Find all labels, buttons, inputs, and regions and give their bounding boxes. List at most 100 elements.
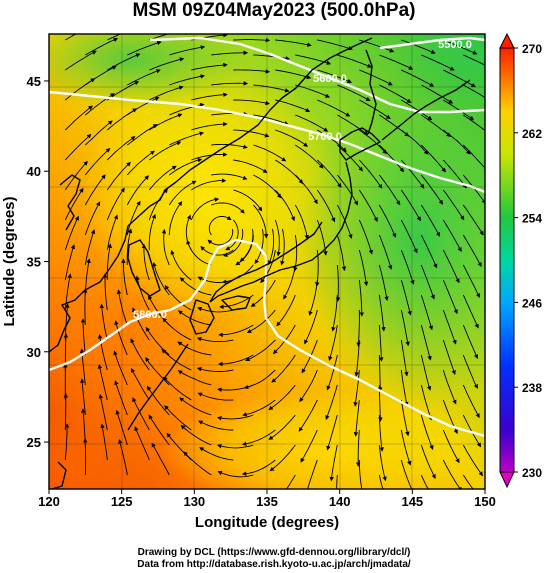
x-tick-label: 150	[474, 494, 496, 509]
streamline	[253, 54, 290, 61]
streamline	[462, 444, 484, 477]
streamline	[180, 425, 212, 446]
streamline	[317, 129, 347, 153]
streamline	[462, 324, 479, 360]
colorbar-tick-label: 246	[522, 296, 542, 310]
streamline	[463, 114, 485, 132]
streamline	[420, 264, 435, 300]
streamline	[275, 99, 311, 112]
streamline	[400, 189, 421, 222]
streamline	[401, 129, 429, 155]
streamline	[304, 309, 318, 345]
streamline	[162, 376, 192, 401]
streamline	[295, 84, 331, 98]
colorbar-extend-top	[499, 32, 515, 49]
streamline	[197, 392, 234, 401]
streamline	[325, 384, 338, 421]
streamline	[191, 92, 228, 101]
streamline	[337, 54, 373, 68]
x-tick-label: 120	[38, 494, 60, 509]
streamline	[443, 99, 475, 121]
streamline	[239, 228, 254, 262]
colorbar: 270 262 254 246 238 230	[499, 32, 542, 489]
streamline	[442, 309, 457, 345]
streamline	[217, 471, 254, 478]
streamline	[63, 393, 69, 431]
streamline	[253, 144, 287, 162]
streamline	[149, 57, 185, 71]
y-axis-label: Latitude (degrees)	[1, 196, 18, 326]
streamline	[295, 114, 329, 132]
streamline	[401, 39, 436, 54]
streamline	[186, 239, 212, 266]
streamline	[134, 426, 150, 461]
streamline	[191, 152, 228, 161]
streamline	[246, 309, 276, 333]
streamline	[337, 84, 371, 102]
streamline	[400, 309, 410, 347]
streamline	[316, 159, 342, 188]
streamline	[253, 84, 290, 93]
streamline	[148, 213, 156, 251]
streamline	[199, 447, 234, 461]
streamline	[233, 37, 271, 43]
streamline	[106, 136, 136, 161]
streamline	[126, 175, 150, 206]
streamline	[276, 294, 296, 327]
streamline	[268, 384, 296, 411]
streamline	[135, 275, 150, 311]
streamline	[400, 369, 409, 407]
streamline	[127, 40, 162, 56]
streamline	[378, 204, 397, 238]
streamline	[84, 174, 106, 206]
streamline	[127, 124, 158, 146]
streamline	[442, 249, 460, 284]
streamline	[121, 258, 128, 296]
streamline	[254, 228, 264, 265]
streamline	[146, 385, 170, 416]
streamline	[316, 189, 336, 223]
colorbar-tick-label: 270	[522, 42, 542, 56]
height-contour	[49, 238, 485, 438]
streamline	[359, 69, 393, 86]
streamline	[358, 189, 378, 223]
streamline	[420, 324, 432, 361]
streamline	[118, 439, 128, 476]
streamline	[99, 303, 108, 341]
streamline	[442, 429, 460, 464]
streamline	[378, 294, 386, 332]
streamline	[358, 459, 363, 489]
streamline	[420, 414, 434, 450]
streamline	[354, 339, 360, 377]
streamline	[274, 189, 295, 222]
streamline	[208, 215, 232, 236]
streamline	[378, 264, 389, 301]
streamline	[65, 50, 97, 71]
colorbar-extend-bottom	[499, 471, 515, 489]
streamline	[359, 129, 388, 155]
y-tick-label: 40	[27, 164, 41, 179]
streamline	[223, 228, 244, 258]
streamline	[317, 39, 353, 51]
contour-label: 5600.0	[313, 73, 347, 85]
streamline	[169, 157, 203, 176]
streamline	[191, 62, 228, 71]
streamline	[168, 180, 197, 206]
streamline	[164, 284, 192, 311]
streamline	[298, 399, 318, 432]
streamline	[177, 370, 212, 386]
streamline	[443, 69, 476, 88]
streamline	[114, 320, 128, 356]
streamline	[252, 204, 269, 239]
streamline	[378, 474, 384, 489]
streamline	[275, 69, 312, 80]
streamline	[82, 438, 88, 476]
streamline	[336, 234, 347, 272]
streamline	[207, 228, 234, 246]
streamline	[97, 364, 108, 401]
x-axis-label: Longitude (degrees)	[195, 514, 339, 531]
streamline	[317, 99, 351, 117]
colorbar-tick-label: 238	[522, 381, 542, 395]
x-tick-label: 135	[256, 494, 278, 509]
